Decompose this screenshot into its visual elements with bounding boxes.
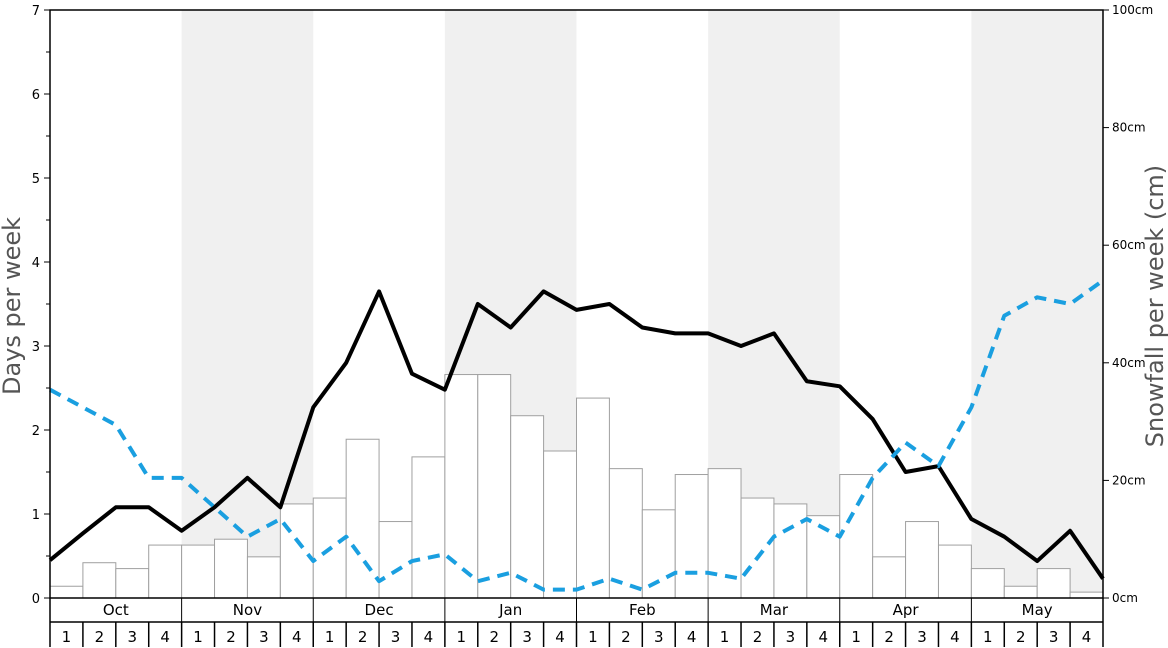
week-label: 3 [917, 628, 927, 646]
week-label: 3 [259, 628, 269, 646]
week-axis: 1 2 3 4 1 2 3 4 1 2 3 4 1 2 3 4 1 2 3 4 1 2 3 4 1 2 3 4 1 2 3 4 [62, 622, 1092, 647]
snowfall-bar [444, 374, 479, 599]
week-label: 1 [62, 628, 72, 646]
snowfall-bar [576, 397, 610, 599]
snowfall-bar [608, 468, 643, 599]
right-tick-label: 20cm [1112, 473, 1146, 487]
week-label: 2 [489, 628, 499, 646]
snowfall-bar [905, 521, 939, 599]
snowfall-bar [477, 374, 512, 599]
week-label: 2 [621, 628, 631, 646]
dashed-days-line [49, 278, 1105, 592]
week-label: 1 [851, 628, 861, 646]
right-tick-label: 40cm [1112, 356, 1146, 370]
right-tick-label: 80cm [1112, 121, 1146, 135]
month-label: Nov [233, 601, 262, 619]
snowfall-bar [872, 556, 907, 599]
week-label: 1 [325, 628, 335, 646]
week-label: 3 [654, 628, 664, 646]
week-label: 3 [1049, 628, 1059, 646]
right-axis: 0cm 20cm 40cm 60cm 80cm 100cm [1103, 3, 1153, 605]
snowfall-bar [411, 456, 446, 599]
snowfall-bar [1036, 568, 1071, 599]
month-shading [181, 10, 1103, 598]
week-label: 3 [522, 628, 532, 646]
left-tick-label: 3 [32, 340, 40, 355]
month-label: Jan [498, 601, 522, 619]
month-label: Apr [893, 601, 920, 619]
week-label: 4 [555, 628, 565, 646]
snowfall-bar [82, 562, 117, 599]
solid-days-line [48, 289, 1105, 580]
right-tick-label: 60cm [1112, 238, 1146, 252]
snowfall-bar [937, 544, 972, 599]
snowfall-bar [839, 474, 874, 599]
snowfall-bar [674, 474, 709, 599]
month-axis: Oct Nov Dec Jan Feb Mar Apr May [103, 598, 1053, 622]
week-label: 4 [687, 628, 697, 646]
snowfall-bar [214, 538, 248, 599]
left-tick-label: 0 [32, 592, 40, 607]
left-axis: 0 1 2 3 4 5 6 7 [32, 4, 50, 607]
week-label: 4 [160, 628, 170, 646]
week-label: 1 [983, 628, 993, 646]
snowfall-bar [246, 556, 281, 599]
left-tick-label: 2 [32, 424, 40, 439]
left-tick-label: 5 [32, 172, 40, 187]
snowfall-bar [773, 503, 808, 599]
snowfall-bar [510, 415, 545, 599]
week-label: 3 [391, 628, 401, 646]
day-lines [48, 278, 1105, 592]
week-label: 2 [226, 628, 236, 646]
week-label: 4 [819, 628, 829, 646]
right-axis-title: Snowfall per week (cm) [1141, 165, 1168, 447]
month-label: Mar [760, 601, 789, 619]
snowfall-bar [543, 450, 577, 599]
left-tick-label: 4 [32, 256, 40, 271]
week-label: 1 [457, 628, 467, 646]
month-shade-may [971, 10, 1103, 598]
left-tick-label: 1 [32, 508, 40, 523]
snowfall-bar [115, 568, 150, 599]
week-label: 4 [292, 628, 302, 646]
left-axis-title: Days per week [0, 217, 26, 395]
snowfall-bar [641, 509, 676, 599]
week-label: 3 [127, 628, 137, 646]
snowfall-bar [1069, 591, 1104, 599]
week-label: 1 [720, 628, 730, 646]
week-label: 4 [950, 628, 960, 646]
left-tick-label: 7 [32, 4, 40, 19]
week-label: 3 [786, 628, 796, 646]
week-label: 4 [424, 628, 434, 646]
right-tick-label: 100cm [1112, 3, 1153, 17]
week-label: 2 [1016, 628, 1026, 646]
week-label: 2 [95, 628, 105, 646]
month-label: Oct [103, 601, 129, 619]
snowfall-bar [970, 568, 1005, 599]
month-label: May [1022, 601, 1053, 619]
snowfall-bars [49, 374, 1104, 599]
week-label: 1 [588, 628, 598, 646]
week-label: 2 [753, 628, 763, 646]
snowfall-bar [345, 438, 380, 599]
snowfall-bar [181, 544, 216, 599]
left-tick-label: 6 [32, 88, 40, 103]
month-label: Feb [629, 601, 656, 619]
month-label: Dec [365, 601, 394, 619]
snowfall-bar [279, 503, 314, 599]
snowfall-bar [148, 544, 183, 599]
snowfall-bar [740, 497, 775, 599]
snowfall-bar [1003, 585, 1038, 599]
week-label: 4 [1082, 628, 1092, 646]
week-label: 1 [193, 628, 203, 646]
snowfall-bar [378, 521, 413, 599]
week-label: 2 [358, 628, 368, 646]
week-label: 2 [884, 628, 894, 646]
snowfall-bar [49, 585, 84, 599]
right-tick-label: 0cm [1112, 591, 1138, 605]
